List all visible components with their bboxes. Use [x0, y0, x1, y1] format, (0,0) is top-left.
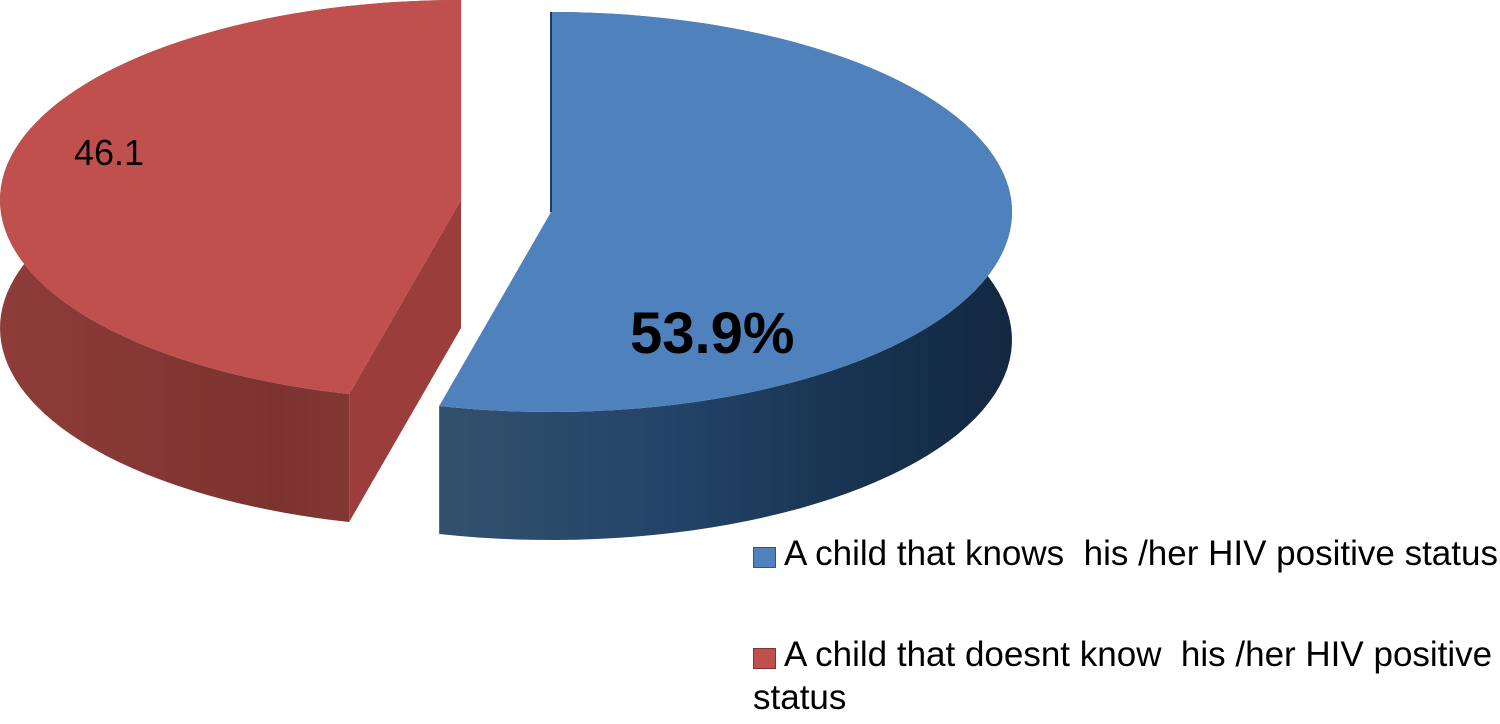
svg-text:53.9%: 53.9% [630, 301, 794, 366]
svg-text:46.1: 46.1 [74, 132, 144, 173]
